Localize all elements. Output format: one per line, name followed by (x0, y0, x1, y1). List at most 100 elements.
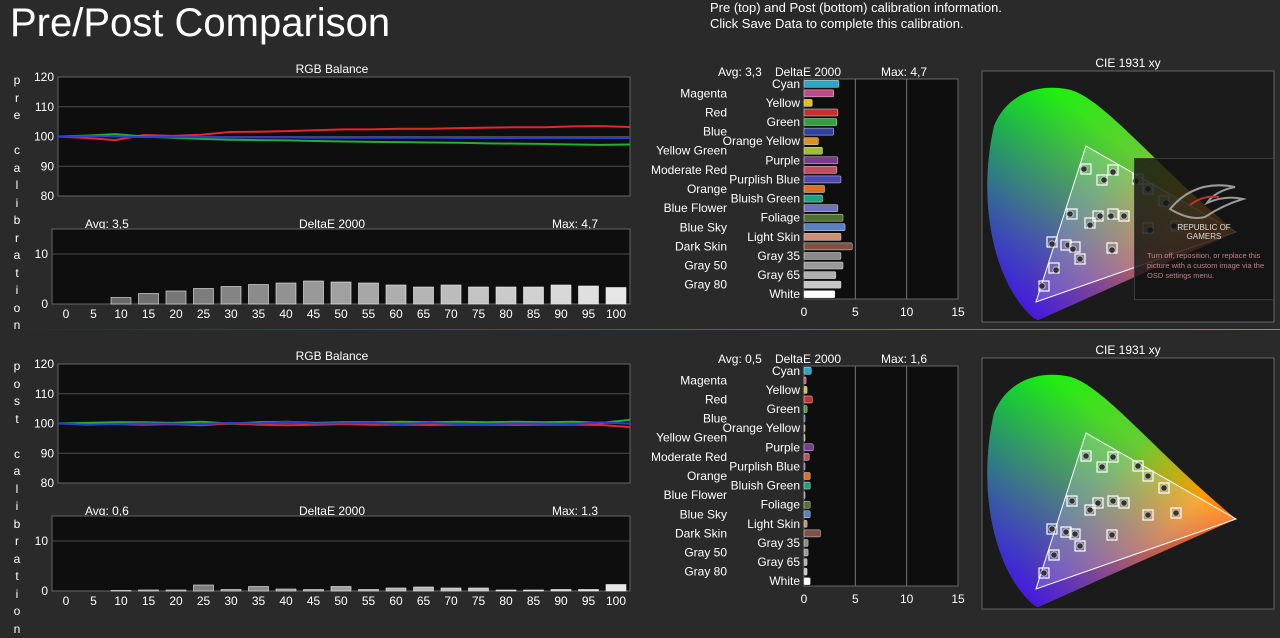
color-category-label: Blue Sky (680, 507, 727, 521)
color-bar-purplish-blue (804, 176, 841, 183)
delta-x-tick: 65 (417, 594, 431, 608)
delta-bar (194, 585, 214, 591)
delta-x-tick: 10 (114, 307, 128, 321)
delta-bar (276, 589, 296, 591)
color-category-label: Bluish Green (731, 192, 800, 206)
color-bar-moderate-red (804, 166, 837, 173)
cie-measured-point (1145, 473, 1151, 479)
delta-x-tick: 75 (472, 594, 486, 608)
color-bar-orange (804, 473, 810, 480)
delta-x-tick: 85 (527, 307, 541, 321)
delta-bar (276, 283, 296, 304)
delta-bar (331, 282, 351, 304)
instruction-line-2: Click Save Data to complete this calibra… (710, 16, 964, 31)
delta-x-tick: 100 (606, 307, 626, 321)
color-category-label: Orange (687, 182, 727, 196)
color-bar-gray-35 (804, 252, 841, 259)
delta-x-tick: 80 (499, 307, 513, 321)
color-bar-white (804, 291, 835, 298)
delta-bar (469, 287, 489, 304)
color-x-tick: 15 (951, 305, 965, 319)
delta-bar (414, 287, 434, 304)
rgb-y-tick: 120 (34, 357, 54, 371)
rgb-y-tick: 90 (41, 159, 55, 173)
color-bar-light-skin (804, 233, 841, 240)
color-category-label: Gray 65 (757, 268, 800, 282)
color-x-tick: 0 (801, 305, 808, 319)
color-bar-magenta (804, 377, 806, 384)
cie-measured-point (1121, 213, 1127, 219)
color-x-tick: 5 (852, 592, 859, 606)
color-category-label: Yellow (766, 383, 801, 397)
delta-bar (139, 294, 159, 305)
delta-x-tick: 10 (114, 594, 128, 608)
color-category-label: Light Skin (747, 230, 800, 244)
color-category-label: Yellow Green (656, 431, 727, 445)
color-category-label: Blue Flower (664, 488, 727, 502)
color-bar-blue-sky (804, 511, 810, 518)
color-bar-bluish-green (804, 482, 810, 489)
cie-measured-point (1041, 570, 1047, 576)
color-bar-dark-skin (804, 243, 852, 250)
color-bar-yellow (804, 386, 807, 393)
color-bar-orange (804, 186, 825, 193)
color-bar-cyan (804, 80, 839, 87)
color-category-label: Foliage (761, 498, 801, 512)
color-category-label: Orange Yellow (723, 134, 801, 148)
color-bar-bluish-green (804, 195, 822, 202)
color-bar-gray-80 (804, 281, 841, 288)
color-plot-area (804, 366, 958, 586)
delta-x-tick: 5 (90, 594, 97, 608)
color-bar-cyan (804, 367, 811, 374)
color-category-label: Red (705, 392, 727, 406)
color-bar-blue-sky (804, 224, 845, 231)
cie-title: CIE 1931 xy (1095, 56, 1160, 70)
cie-measured-point (1083, 453, 1089, 459)
delta-x-tick: 55 (362, 594, 376, 608)
color-bar-gray-65 (804, 559, 807, 566)
color-bar-foliage (804, 214, 843, 221)
delta-y-tick: 10 (35, 247, 49, 261)
color-category-label: Blue Sky (680, 220, 727, 234)
delta-bar (524, 287, 544, 304)
color-bar-purple (804, 444, 813, 451)
delta-x-tick: 75 (472, 307, 486, 321)
delta-x-tick: 0 (63, 307, 70, 321)
delta-x-tick: 70 (444, 594, 458, 608)
delta-x-tick: 70 (444, 307, 458, 321)
delta-x-tick: 30 (224, 307, 238, 321)
color-bar-green (804, 406, 807, 413)
delta-y-tick: 0 (41, 584, 48, 598)
color-category-label: Gray 50 (684, 259, 727, 273)
delta-x-tick: 35 (252, 307, 266, 321)
delta-x-tick: 20 (169, 307, 183, 321)
delta-x-tick: 90 (554, 307, 568, 321)
cie-measured-point (1109, 532, 1115, 538)
rgb-y-tick: 120 (34, 70, 54, 84)
color-category-label: Dark Skin (675, 239, 727, 253)
color-category-label: Bluish Green (731, 479, 800, 493)
cie-measured-point (1101, 177, 1107, 183)
delta-x-tick: 80 (499, 594, 513, 608)
cie-measured-point (1097, 213, 1103, 219)
delta-bar (441, 588, 461, 591)
color-category-label: Orange (687, 469, 727, 483)
delta-x-tick: 0 (63, 594, 70, 608)
delta-bar (551, 590, 571, 592)
color-bar-light-skin (804, 520, 807, 527)
color-max-label: Max: 1,6 (881, 352, 927, 366)
color-bar-foliage (804, 501, 810, 508)
cie-measured-point (1135, 463, 1141, 469)
color-bar-purplish-blue (804, 463, 805, 470)
side-label-letter: n (10, 621, 24, 638)
color-bar-yellow (804, 99, 812, 106)
delta-x-tick: 60 (389, 594, 403, 608)
delta-x-tick: 40 (279, 307, 293, 321)
color-bar-dark-skin (804, 530, 820, 537)
color-category-label: Gray 65 (757, 555, 800, 569)
cie-measured-point (1109, 247, 1115, 253)
color-category-label: Yellow (766, 96, 801, 110)
delta-bar (139, 590, 159, 591)
